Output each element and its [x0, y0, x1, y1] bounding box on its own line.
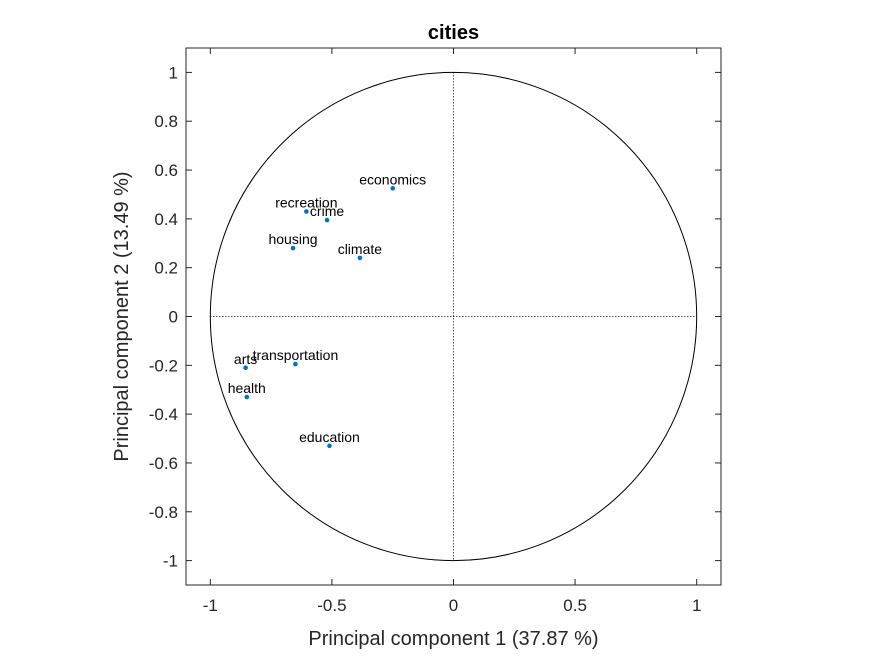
point-label-climate: climate [338, 241, 383, 257]
y-tick-label: 1 [169, 63, 178, 82]
y-tick-label: -0.2 [149, 356, 178, 375]
x-tick-label: -1 [203, 596, 218, 615]
y-tick-label: -0.6 [149, 454, 178, 473]
x-tick-label: 0.5 [563, 596, 587, 615]
y-tick-label: -1 [163, 552, 178, 571]
point-label-housing: housing [268, 231, 317, 247]
data-point-health [244, 394, 250, 400]
y-tick-label: -0.8 [149, 503, 178, 522]
data-point-economics [390, 186, 396, 191]
y-tick-label: 0.6 [154, 161, 178, 180]
point-label-education: education [299, 429, 360, 445]
data-point-crime [324, 217, 330, 223]
point-label-economics: economics [359, 171, 426, 187]
y-tick-label: -0.4 [149, 405, 178, 424]
data-point-arts [243, 365, 248, 371]
data-point-education [327, 443, 332, 449]
x-tick-label: 0 [449, 596, 458, 615]
x-tick-label: 1 [692, 596, 701, 615]
y-tick-label: 0.4 [154, 210, 178, 229]
y-tick-label: 0.2 [154, 259, 178, 278]
data-point-transportation [293, 361, 298, 367]
x-tick-label: -0.5 [317, 596, 346, 615]
point-label-arts: arts [234, 351, 257, 367]
data-point-recreation [304, 209, 309, 214]
data-point-housing [290, 245, 296, 251]
y-axis-label: Principal component 2 (13.49 %) [111, 171, 133, 461]
point-label-transportation: transportation [253, 347, 339, 363]
y-tick-label: 0 [169, 308, 178, 327]
chart-title: cities [428, 22, 479, 44]
point-label-crime: crime [310, 203, 344, 219]
point-label-health: health [228, 380, 266, 396]
data-point-climate [357, 255, 363, 261]
x-axis-label: Principal component 1 (37.87 %) [308, 628, 598, 650]
y-tick-label: 0.8 [154, 112, 178, 131]
point-label-recreation: recreation [275, 195, 337, 211]
